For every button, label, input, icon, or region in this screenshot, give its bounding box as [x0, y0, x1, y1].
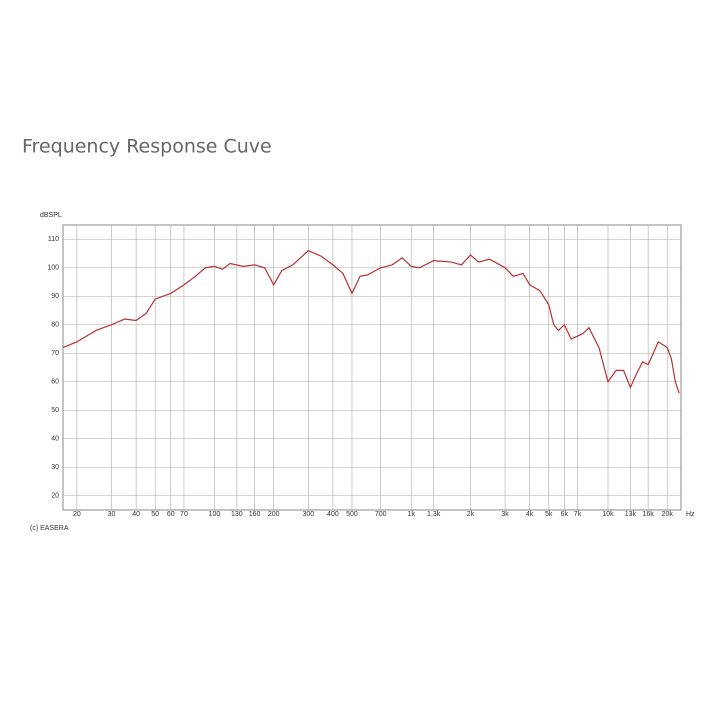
y-tick-label: 70	[51, 350, 59, 357]
x-tick-label: 6k	[561, 511, 569, 518]
x-unit: Hz	[686, 511, 695, 518]
x-tick-label: 1k	[408, 511, 416, 518]
x-tick-label: 160	[249, 511, 261, 518]
x-tick-label: 300	[302, 511, 314, 518]
x-tick-label: 20	[73, 511, 81, 518]
x-tick-label: 4k	[526, 511, 534, 518]
x-tick-label: 60	[167, 511, 175, 518]
y-tick-label: 20	[51, 493, 59, 500]
y-tick-label: 60	[51, 379, 59, 386]
y-tick-label: 40	[51, 436, 59, 443]
chart-title: Frequency Response Cuve	[22, 136, 272, 158]
footnote: (c) EASERA	[30, 525, 69, 532]
x-tick-label: 3k	[501, 511, 509, 518]
x-tick-label: 400	[327, 511, 339, 518]
y-tick-label: 90	[51, 293, 59, 300]
x-tick-label: 10k	[602, 511, 614, 518]
y-tick-label: 80	[51, 322, 59, 329]
x-tick-label: 500	[346, 511, 358, 518]
y-tick-label: 100	[47, 265, 59, 272]
x-tick-label: 70	[180, 511, 188, 518]
response-curve	[62, 249, 680, 394]
x-tick-label: 50	[151, 511, 159, 518]
plot-frame	[62, 224, 682, 511]
y-tick-label: 110	[48, 236, 59, 243]
x-tick-label: 20k	[662, 511, 674, 518]
y-axis-label: dBSPL	[40, 212, 62, 219]
x-tick-label: 13k	[625, 511, 637, 518]
x-tick-label: 5k	[545, 511, 553, 518]
y-tick-label: 30	[51, 464, 59, 471]
x-tick-label: 2k	[467, 511, 475, 518]
x-tick-label: 7k	[574, 511, 582, 518]
x-tick-label: 130	[231, 511, 243, 518]
x-tick-label: 1.3k	[427, 511, 441, 518]
x-tick-label: 200	[268, 511, 280, 518]
x-tick-label: 40	[132, 511, 140, 518]
x-tick-label: 30	[108, 511, 116, 518]
x-tick-label: 700	[375, 511, 387, 518]
x-tick-label: 100	[209, 511, 221, 518]
y-tick-label: 50	[51, 407, 59, 414]
x-tick-label: 16k	[643, 511, 655, 518]
